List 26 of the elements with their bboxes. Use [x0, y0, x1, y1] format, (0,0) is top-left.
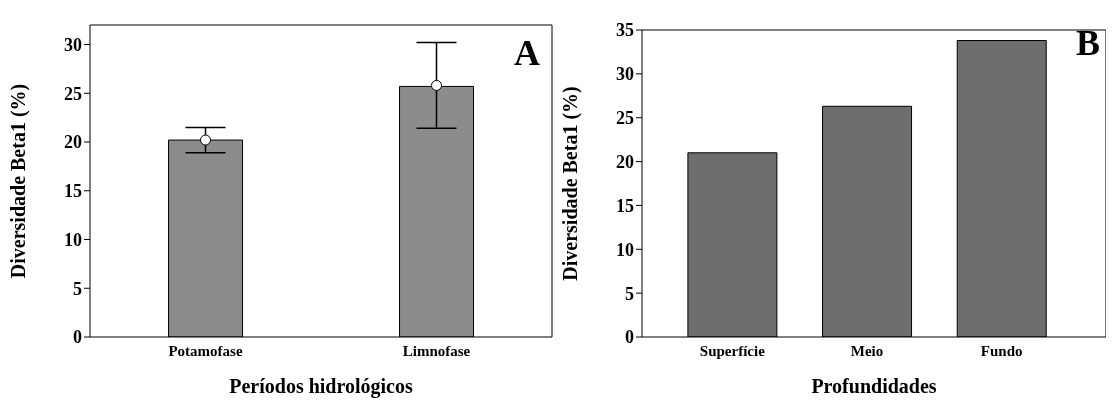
- y-tick-label: 35: [616, 20, 634, 41]
- x-tick-label: Potamofase: [168, 342, 243, 359]
- annotation: A: [514, 32, 540, 74]
- y-tick-label: 30: [64, 34, 82, 55]
- y-tick-label: 10: [64, 229, 82, 250]
- y-tick-label: 5: [625, 283, 634, 304]
- y-tick-label: 30: [616, 64, 634, 85]
- y-tick-label: 15: [64, 181, 82, 202]
- y-tick-label: 0: [625, 327, 634, 348]
- x-axis-title: Períodos hidrológicos: [229, 375, 413, 398]
- y-tick-label: 15: [616, 195, 634, 216]
- x-tick-label: Limnofase: [402, 342, 471, 359]
- y-tick-label: 20: [616, 151, 634, 172]
- x-tick-label: Superfície: [699, 342, 766, 359]
- x-axis-title: Profundidades: [811, 375, 937, 397]
- annotation: B: [1075, 22, 1100, 64]
- y-tick-label: 5: [73, 278, 82, 299]
- y-tick-label: 0: [73, 327, 82, 348]
- y-tick-label: 25: [616, 108, 634, 129]
- y-axis-title: Diversidade Beta1 (%): [559, 86, 583, 281]
- y-tick-label: 20: [64, 132, 82, 153]
- x-tick-label: Meio: [850, 342, 884, 359]
- y-tick-label: 10: [616, 239, 634, 260]
- x-tick-label: Fundo: [980, 342, 1023, 359]
- y-axis-title: Diversidade Beta1 (%): [7, 83, 31, 279]
- y-tick-label: 25: [64, 83, 82, 104]
